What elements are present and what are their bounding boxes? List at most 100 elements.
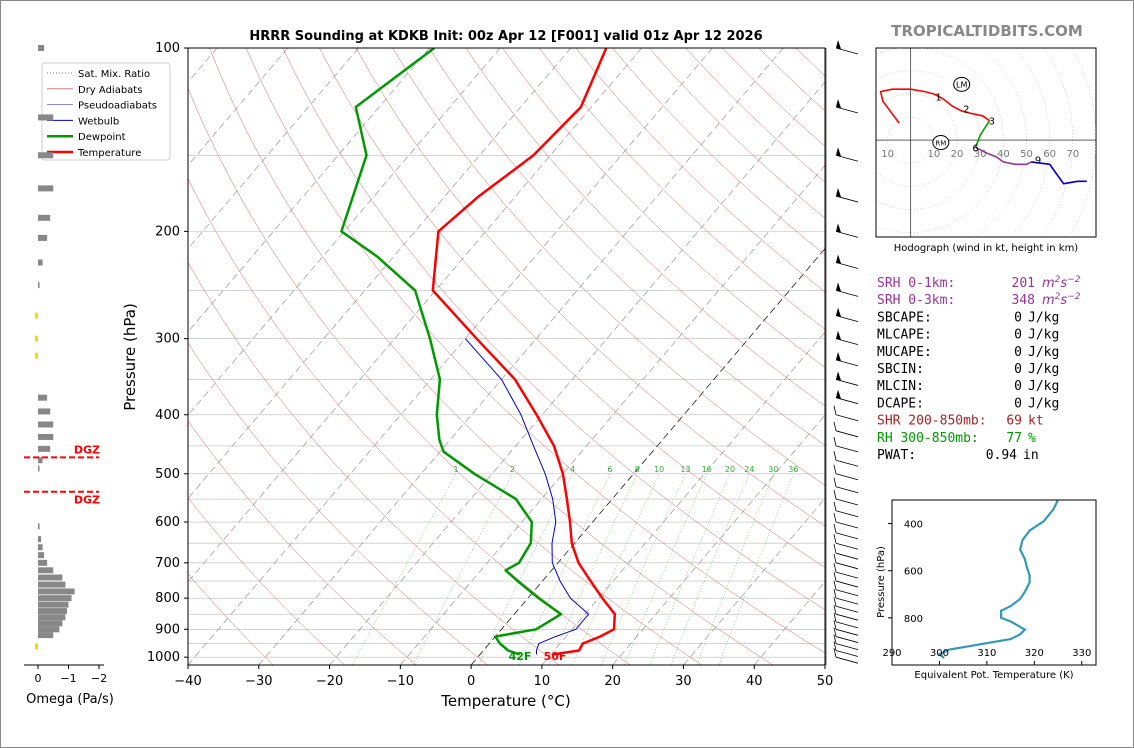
surface-dewpoint-label: 42F <box>509 650 532 663</box>
omega-x-tick-label: −2 <box>91 672 107 685</box>
mixing-ratio-line <box>623 473 707 665</box>
index-value: 0 <box>1014 396 1022 411</box>
wind-barb-feather <box>833 421 837 431</box>
mixing-ratio-label: 6 <box>607 465 612 474</box>
index-label: SHR 200-850mb: <box>877 414 987 429</box>
legend-label: Pseudoadiabats <box>78 101 157 112</box>
hodograph-ring-label: 30 <box>974 149 987 160</box>
wind-barb <box>835 552 859 560</box>
wind-barb-pennant <box>836 330 841 340</box>
wind-barb <box>835 562 859 570</box>
hodograph: 10 10 20 30 40 50 60 70 1 2 3 6 9 LM RM <box>876 48 1096 237</box>
theta-e-x-tick-label: 320 <box>1025 648 1044 659</box>
wind-barb-feather <box>833 605 837 615</box>
index-unit: J/kg <box>1028 310 1059 325</box>
x-tick-label: 20 <box>604 674 621 689</box>
mixing-ratio-label: 4 <box>570 465 575 474</box>
wind-barb <box>835 532 859 540</box>
index-label: SBCAPE: <box>877 310 932 325</box>
x-tick-label: −30 <box>245 674 272 689</box>
wind-barb-feather <box>833 563 837 573</box>
wind-barb <box>835 230 859 238</box>
omega-bar <box>38 544 43 551</box>
omega-bar <box>38 588 75 595</box>
omega-bar <box>38 632 54 639</box>
wind-barb-pennant <box>836 99 841 109</box>
wind-barb-pennant <box>836 351 841 361</box>
skewt-background: 1 2 4 6 8 10 13 16 20 24 30 36 <box>188 48 825 665</box>
dry-adiabat-line <box>188 261 560 665</box>
omega-bar <box>38 626 60 633</box>
hodograph-ring-label: 10 <box>928 149 941 160</box>
omega-bar <box>38 433 54 440</box>
y-tick-label: 600 <box>155 515 180 530</box>
mixing-ratio-label: 2 <box>510 465 515 474</box>
watermark: TROPICALTIDBITS.COM <box>891 22 1083 40</box>
wind-barb-feather <box>833 451 837 461</box>
isotherm-line <box>541 331 825 665</box>
omega-bar <box>38 114 54 121</box>
wind-barb-feather <box>833 489 837 500</box>
theta-e-ylabel: Pressure (hPa) <box>876 546 887 618</box>
legend-label: Sat. Mix. Ratio <box>78 69 150 80</box>
isotherm-line <box>329 81 825 665</box>
wind-barb <box>835 106 859 114</box>
wind-barb-pennant <box>836 389 841 399</box>
mixing-ratio-line <box>696 473 774 665</box>
wind-barb <box>835 571 859 579</box>
theta-e-frame <box>891 499 1097 666</box>
isotherm-line <box>188 48 713 665</box>
wind-barb-pennant <box>836 254 841 264</box>
wind-barb-feather <box>833 571 837 582</box>
wind-barb-feather <box>833 634 837 644</box>
mixing-ratio-label: 20 <box>725 465 735 474</box>
wind-barb-feather <box>833 477 837 487</box>
mixing-ratio-line <box>572 473 660 665</box>
mixing-ratio-line <box>352 473 457 665</box>
wind-barb-pennant <box>836 188 841 198</box>
theta-e-x-tick-label: 330 <box>1072 648 1091 659</box>
skewt-frame <box>187 47 826 666</box>
wind-barb <box>835 486 859 494</box>
dgz-label-top: DGZ <box>74 443 100 456</box>
index-unit: m2s−2 <box>1042 292 1081 308</box>
wind-barb-feather <box>833 589 837 599</box>
wind-barb-feather <box>833 544 837 554</box>
theta-e-line <box>937 499 1059 659</box>
wind-barb <box>835 510 859 518</box>
omega-bar <box>38 601 69 608</box>
wind-barb <box>835 262 859 269</box>
wind-barb-feather <box>833 512 837 523</box>
indices-panel: SRH 0-1km: 201 m2s−2 SRH 0-3km: 348 m2s−2 SBCA… <box>877 275 1081 463</box>
index-label: MUCAPE: <box>877 345 932 360</box>
index-label: MLCAPE: <box>877 328 932 343</box>
omega-bar <box>38 523 40 530</box>
wind-barb-feather <box>833 405 837 415</box>
index-label: PWAT: <box>877 448 916 463</box>
wind-barb <box>835 47 859 55</box>
dry-adiabat-line <box>188 420 417 665</box>
wind-barb-feather <box>833 553 837 563</box>
wind-barb-pennant <box>836 307 841 317</box>
omega-bar <box>38 152 54 159</box>
legend-label: Dewpoint <box>78 132 126 143</box>
wind-barb-feather <box>833 464 837 474</box>
dry-adiabat-line <box>188 497 345 665</box>
hodograph-ring-label: 70 <box>1066 149 1079 160</box>
wind-barb-pennant <box>836 282 841 292</box>
hodograph-height-label: 2 <box>963 105 969 116</box>
wind-barb <box>835 589 859 597</box>
wind-barb-feather <box>833 627 837 637</box>
wind-barb <box>835 473 859 481</box>
isotherm-line <box>683 497 825 665</box>
wind-barb-feather <box>833 641 837 651</box>
omega-bar <box>38 259 43 266</box>
skewt-series <box>340 48 617 656</box>
mixing-ratio-label: 16 <box>702 465 712 474</box>
mixing-ratio-line <box>670 473 750 665</box>
index-unit: J/kg <box>1028 362 1059 377</box>
index-value: 0 <box>1014 379 1022 394</box>
isotherm-line <box>188 48 642 583</box>
isotherm-line <box>612 414 825 665</box>
